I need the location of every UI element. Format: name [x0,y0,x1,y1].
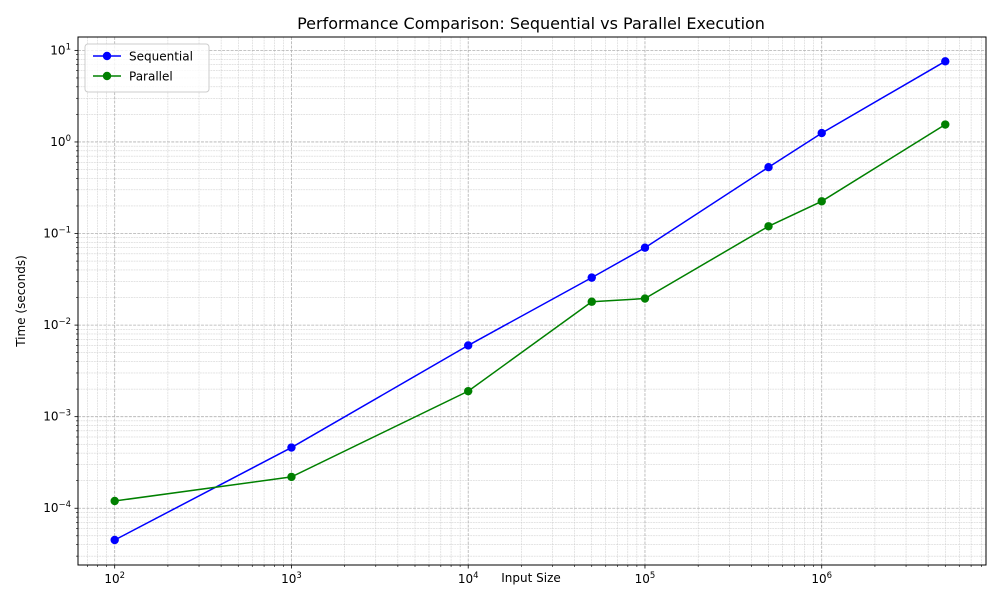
sequential-point [287,443,296,452]
sequential-line [114,60,946,541]
x-axis-label: Input Size [501,571,561,585]
parallel-point [764,222,773,231]
x-axis: 102 103 104 105 106 [87,565,982,586]
plot-frame [77,36,987,566]
series-layer [110,57,950,545]
legend-marker-parallel [102,71,112,81]
y-tick-label: 100 [50,134,71,149]
y-axis-label: Time (seconds) [14,255,28,348]
legend-marker-sequential [102,51,112,61]
parallel-point [587,297,596,306]
parallel-line [114,123,946,502]
parallel-point [110,496,119,506]
parallel-point [941,120,950,129]
sequential-point [764,163,773,172]
y-tick-label: 101 [50,42,71,57]
y-tick-label: 10−4 [43,500,71,515]
x-tick-label: 104 [458,571,479,586]
legend-label-sequential: Sequential [129,50,193,64]
y-tick-label: 10−1 [43,226,71,241]
chart-title: Performance Comparison: Sequential vs Pa… [297,14,765,33]
sequential-point [640,243,650,252]
legend: Sequential Parallel [84,43,210,93]
sequential-point [941,57,950,66]
parallel-point [287,472,296,482]
y-tick-label: 10−3 [43,409,71,424]
parallel-point [464,386,473,396]
sequential-point [587,273,596,282]
sequential-point [817,128,826,138]
series-parallel [110,120,950,506]
legend-label-parallel: Parallel [129,70,173,84]
y-tick-label: 10−2 [43,317,71,332]
x-tick-label: 105 [635,571,656,586]
x-tick-label: 102 [104,571,125,586]
parallel-point [640,294,650,303]
parallel-point [817,197,826,206]
x-tick-label: 106 [811,571,832,586]
major-grid [78,37,986,565]
sequential-point [110,535,119,545]
x-tick-label: 103 [281,571,302,586]
minor-grid [78,37,986,565]
series-sequential [110,57,950,545]
y-axis: 10−4 10−3 10−2 10−1 100 101 [43,42,78,557]
sequential-point [464,341,473,350]
